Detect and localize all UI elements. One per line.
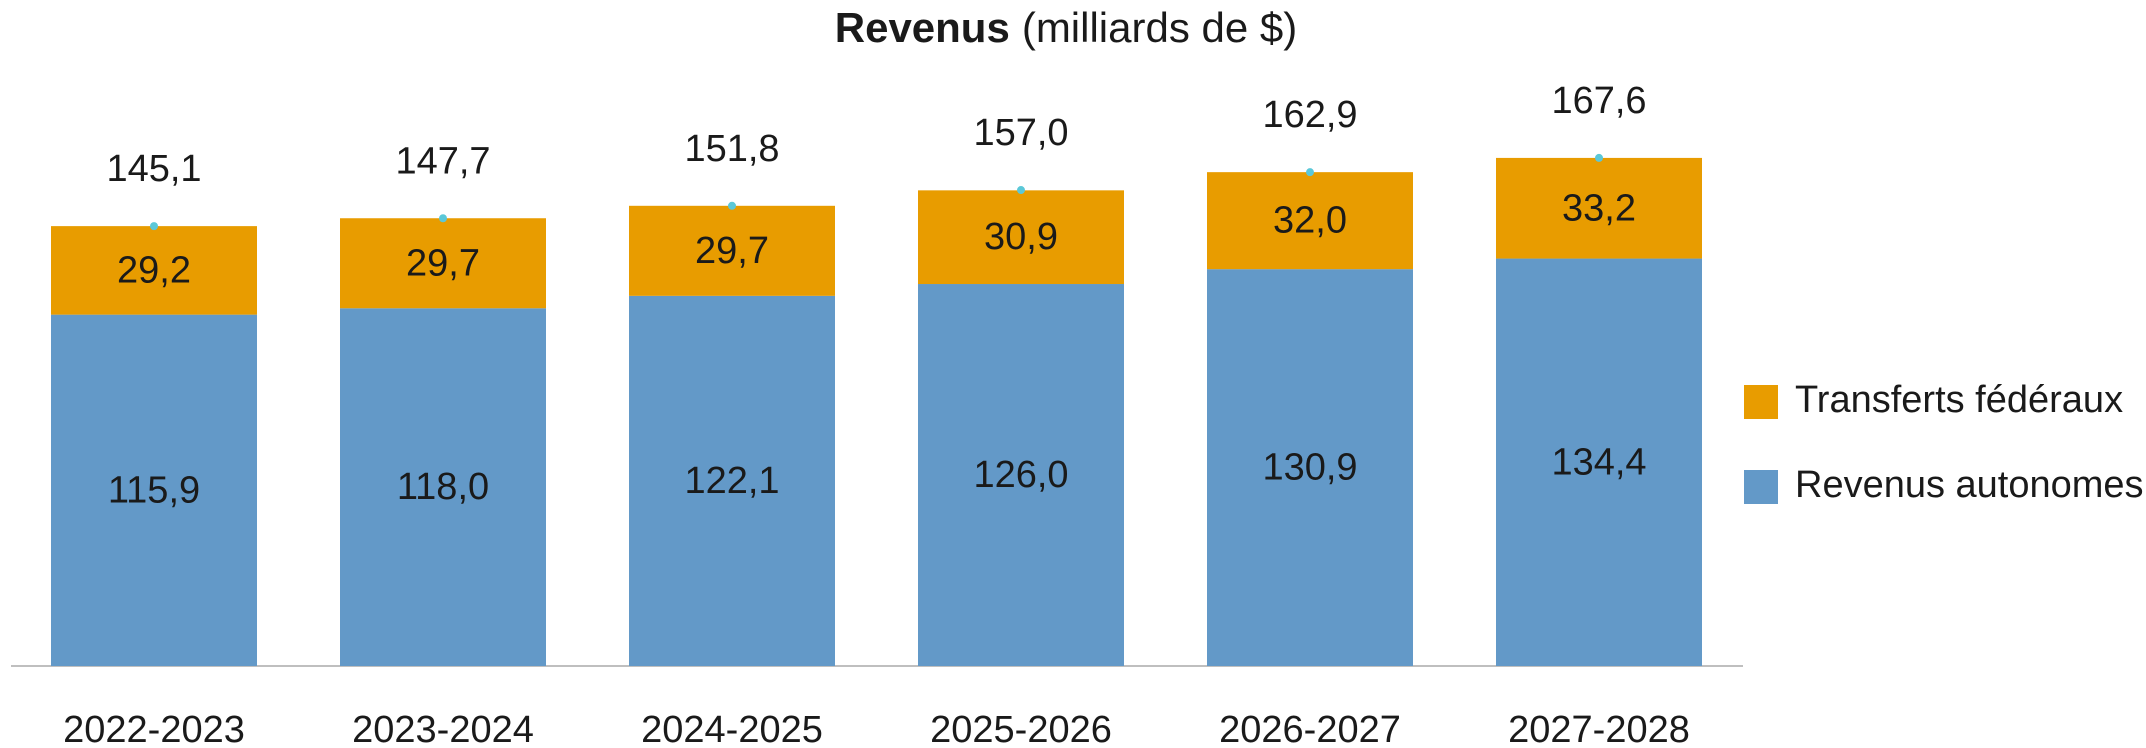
total-label: 145,1 xyxy=(106,148,201,190)
value-label: 122,1 xyxy=(684,460,779,502)
total-label: 157,0 xyxy=(973,112,1068,154)
value-label: 118,0 xyxy=(397,466,489,508)
legend-swatch xyxy=(1744,385,1778,419)
legend-label: Revenus autonomes xyxy=(1795,464,2144,506)
total-label: 167,6 xyxy=(1551,80,1646,122)
total-marker xyxy=(1306,168,1314,177)
bar-segment xyxy=(340,218,546,309)
total-marker xyxy=(1017,186,1025,195)
bar-segment xyxy=(629,295,835,666)
bar-segment xyxy=(51,314,257,666)
value-label: 130,9 xyxy=(1262,447,1357,489)
value-label: 115,9 xyxy=(108,469,200,511)
bar-segment xyxy=(51,226,257,315)
value-label: 30,9 xyxy=(984,216,1058,258)
value-label: 29,7 xyxy=(695,230,769,272)
total-marker xyxy=(1595,153,1603,162)
x-tick-label: 2023-2024 xyxy=(352,709,534,748)
bar-segment xyxy=(1496,157,1702,259)
value-label: 126,0 xyxy=(973,454,1068,496)
legend-label: Transferts fédéraux xyxy=(1795,379,2123,421)
bar-segment xyxy=(1496,258,1702,666)
value-label: 29,7 xyxy=(406,242,480,284)
total-marker xyxy=(150,222,158,231)
total-label: 147,7 xyxy=(395,140,490,182)
bar-segment xyxy=(629,205,835,296)
bar-segment xyxy=(918,284,1124,666)
total-marker xyxy=(728,201,736,210)
x-tick-label: 2026-2027 xyxy=(1219,709,1401,748)
total-label: 162,9 xyxy=(1262,94,1357,136)
x-tick-label: 2024-2025 xyxy=(641,709,823,748)
bar-segment xyxy=(918,190,1124,285)
total-marker xyxy=(439,214,447,223)
value-label: 32,0 xyxy=(1273,200,1347,242)
value-label: 33,2 xyxy=(1562,187,1636,229)
chart-title: Revenus (milliards de $) xyxy=(835,4,1297,51)
x-tick-label: 2027-2028 xyxy=(1508,709,1690,748)
title-unit: (milliards de $) xyxy=(1022,4,1297,51)
bar-segment xyxy=(1207,172,1413,270)
bar-segment xyxy=(340,308,546,666)
value-label: 134,4 xyxy=(1551,441,1646,483)
total-label: 151,8 xyxy=(684,128,779,170)
x-tick-label: 2022-2023 xyxy=(63,709,245,748)
bar-segment xyxy=(1207,269,1413,666)
legend-swatch xyxy=(1744,470,1778,504)
x-tick-label: 2025-2026 xyxy=(930,709,1112,748)
value-label: 29,2 xyxy=(117,249,191,291)
title: Revenus xyxy=(835,4,1010,51)
